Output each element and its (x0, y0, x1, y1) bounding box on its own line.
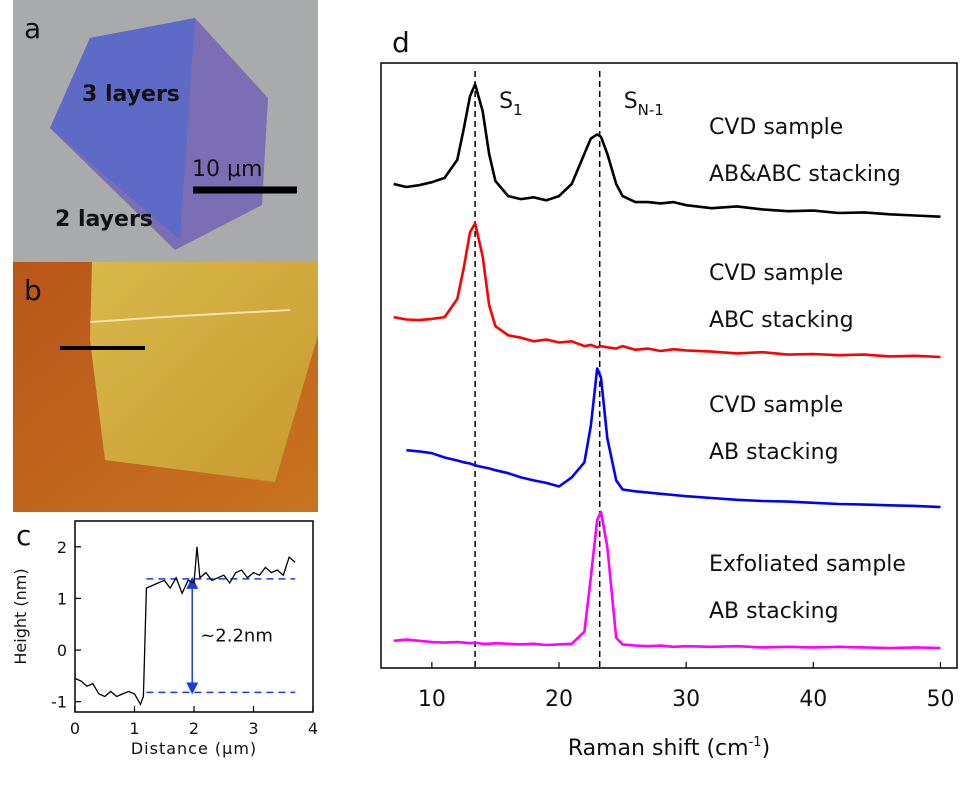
peak-label: SN-1 (624, 89, 664, 119)
spectrum (393, 82, 941, 218)
afm-image (13, 262, 318, 512)
panel-label: d (392, 26, 410, 59)
x-tick-label: 10 (418, 687, 446, 712)
x-axis-label-end: ) (762, 736, 771, 761)
curve-annotation: CVD sample (709, 261, 843, 286)
peak-label: S1 (499, 89, 523, 119)
x-axis-label: Raman shift (cm-1) (568, 735, 770, 761)
x-tick-label: 30 (672, 687, 700, 712)
scale-label: 10 μm (192, 157, 262, 182)
panel-label: b (24, 274, 42, 307)
annotation: ~2.2nm (200, 626, 273, 647)
spectrum (406, 367, 941, 509)
x-tick-label: 4 (308, 719, 318, 738)
curve-annotation: AB stacking (709, 599, 839, 624)
peak-label-sub: 1 (513, 101, 523, 119)
y-tick-label: -1 (51, 693, 67, 712)
curve-annotation: ABC stacking (709, 308, 854, 333)
x-tick-label: 2 (189, 719, 199, 738)
x-tick-label: 1 (129, 719, 139, 738)
y-tick-label: 0 (57, 641, 67, 660)
annotation: 2 layers (55, 207, 153, 232)
data-line (74, 546, 296, 706)
x-tick-label: 50 (926, 687, 954, 712)
x-tick-label: 40 (799, 687, 827, 712)
curve-annotation: AB stacking (709, 440, 839, 465)
x-axis-label-sup: -1 (749, 735, 762, 750)
optical-image (13, 0, 318, 262)
panel-label: c (16, 519, 31, 552)
peak-label-sub: N-1 (638, 101, 664, 119)
y-tick-label: 2 (57, 538, 67, 557)
curve-annotation: AB&ABC stacking (709, 162, 901, 187)
x-tick-label: 20 (545, 687, 573, 712)
curve-annotation: CVD sample (709, 115, 843, 140)
x-axis-label-text: Raman shift (cm (568, 736, 749, 761)
curve-annotation: CVD sample (709, 393, 843, 418)
y-tick-label: 1 (57, 589, 67, 608)
peak-label-text: S (499, 89, 513, 114)
x-axis-label: Distance (μm) (131, 739, 257, 758)
panel-label: a (24, 12, 41, 45)
spectrum (393, 222, 941, 359)
y-axis-label: Height (nm) (11, 568, 30, 664)
x-tick-label: 0 (70, 719, 80, 738)
x-tick-label: 3 (248, 719, 258, 738)
spectrum (393, 510, 941, 650)
curve-annotation: Exfoliated sample (709, 552, 906, 577)
annotation: 3 layers (82, 82, 180, 107)
peak-label-text: S (624, 89, 638, 114)
plot-frame (380, 62, 958, 669)
plot-frame (74, 520, 314, 713)
